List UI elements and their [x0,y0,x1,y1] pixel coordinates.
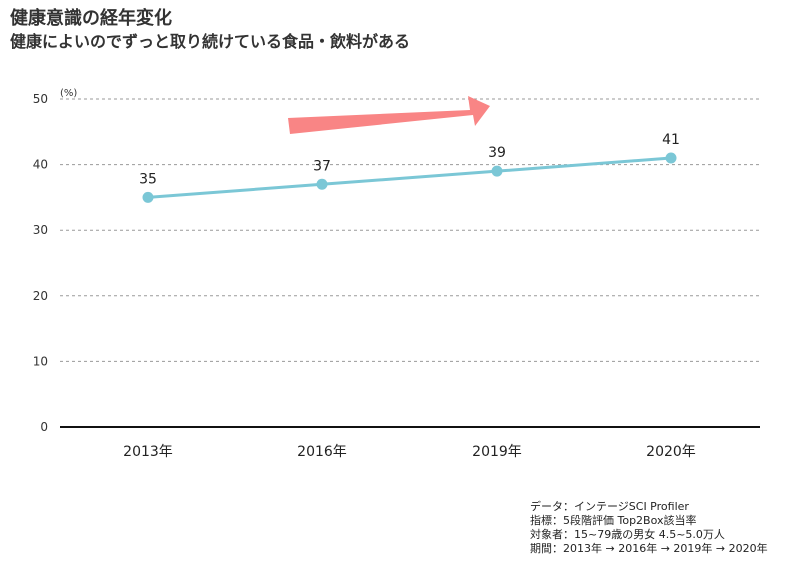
note-subjects: 対象者：15~79歳の男女 4.5~5.0万人 [530,528,725,541]
trend-arrow [288,96,490,134]
y-tick-label: 10 [33,354,48,368]
data-point [491,165,503,177]
y-tick-label: 0 [40,420,48,434]
data-point [665,152,677,164]
y-axis: 0 10 20 30 40 50 [33,92,48,434]
x-tick-label: 2013年 [123,444,173,460]
note-metric: 指標：5段階評価 Top2Box該当率 [530,514,697,527]
data-label: 39 [488,145,506,161]
chart-subtitle: 健康によいのでずっと取り続けている食品・飲料がある [10,32,411,51]
source-notes: データ：インテージSCI Profiler 指標：5段階評価 Top2Box該当… [530,500,768,556]
data-labels: 35 37 39 41 [139,132,680,187]
data-point [316,178,328,190]
y-tick-label: 30 [33,223,48,237]
y-tick-label: 20 [33,289,48,303]
y-tick-label: 40 [33,158,48,172]
y-tick-label: 50 [33,92,48,106]
note-data-source: データ：インテージSCI Profiler [530,500,689,513]
x-tick-label: 2020年 [646,444,696,460]
chart-title: 健康意識の経年変化 [10,8,172,29]
gridlines [60,98,760,428]
x-tick-label: 2016年 [297,444,347,460]
y-unit-label: (%) [60,88,77,99]
data-label: 35 [139,171,157,187]
data-points [142,152,677,203]
series-line [147,156,672,199]
data-label: 37 [313,158,331,174]
x-tick-label: 2019年 [472,444,522,460]
data-point [142,191,154,203]
note-period: 期間：2013年 → 2016年 → 2019年 → 2020年 [530,542,768,555]
data-label: 41 [662,132,680,148]
x-axis: 2013年 2016年 2019年 2020年 [123,444,696,460]
